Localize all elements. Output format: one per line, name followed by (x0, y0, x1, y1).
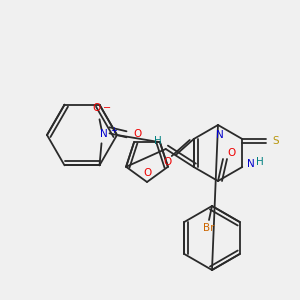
Text: +: + (110, 126, 117, 135)
Text: N: N (100, 129, 107, 139)
Text: N: N (216, 130, 224, 140)
Text: H: H (154, 136, 162, 146)
Text: N: N (248, 159, 255, 169)
Text: O: O (164, 157, 172, 167)
Text: H: H (256, 157, 264, 167)
Text: O: O (144, 168, 152, 178)
Text: O: O (227, 148, 235, 158)
Text: Br: Br (203, 223, 215, 233)
Text: −: − (103, 103, 112, 113)
Text: O: O (92, 103, 101, 113)
Text: S: S (272, 136, 279, 146)
Text: O: O (134, 129, 142, 139)
